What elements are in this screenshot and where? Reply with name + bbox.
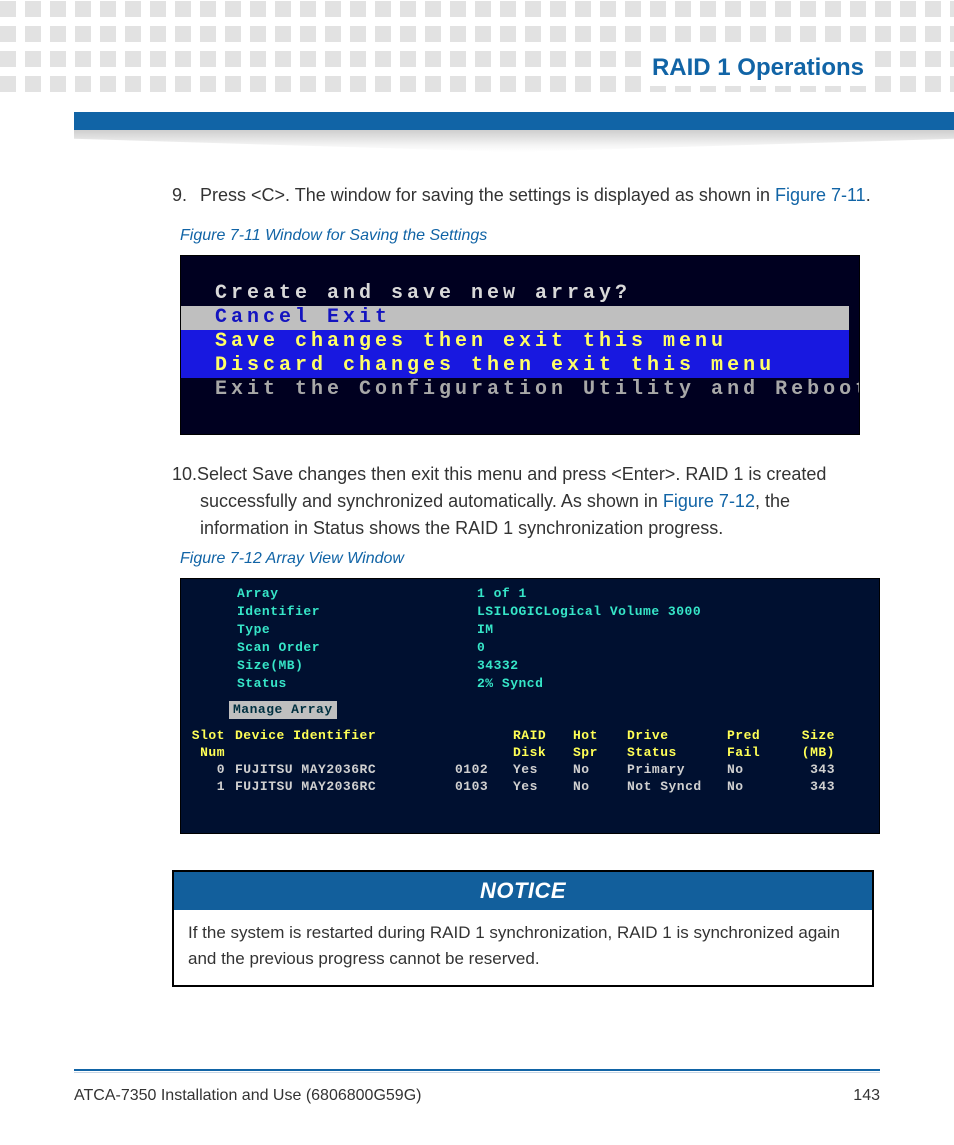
step-9: 9. Press <C>. The window for saving the … [172,182,874,209]
kv-array: Array1 of 1 [181,585,879,603]
kv-size-v: 34332 [477,657,519,675]
disk-table-header-2: Num DiskSprStatusFail(MB) [181,744,879,761]
kv-array-v: 1 of 1 [477,585,527,603]
kv-id-k: Identifier [237,603,477,621]
notice-title: NOTICE [174,872,872,910]
figure-7-12-link[interactable]: Figure 7-12 [663,491,755,511]
kv-status: Status 2% Syncd [181,675,879,693]
header-shadow [74,130,954,152]
kv-status-v: 2% Syncd [477,675,543,693]
notice-body: If the system is restarted during RAID 1… [174,910,872,985]
footer-doc-title: ATCA-7350 Installation and Use (6806800G… [74,1087,421,1105]
r0-raid: Yes [513,761,573,778]
hdr2-stat: Status [627,744,727,761]
hdr2-size: (MB) [781,744,835,761]
hdr2-pred: Fail [727,744,781,761]
figure-7-12-caption: Figure 7-12 Array View Window [180,550,874,568]
notice-box: NOTICE If the system is restarted during… [172,870,874,987]
kv-id-v: LSILOGICLogical Volume 3000 [477,603,701,621]
hdr2-slot: Num [191,744,235,761]
step-9-post: . [866,185,871,205]
r1-stat: Not Syncd [627,778,727,795]
step-10-num: 10. [172,461,197,488]
kv-type: TypeIM [181,621,879,639]
r1-raid: Yes [513,778,573,795]
step-10-line2b: , the [755,491,790,511]
kv-scan-v: 0 [477,639,485,657]
disk-row-1: 1FUJITSU MAY2036RC0103YesNoNot SyncdNo34… [181,778,879,795]
step-9-text: Press <C>. The window for saving the set… [200,182,871,209]
step-10: 10.Select Save changes then exit this me… [172,461,874,542]
hdr-spr: Hot [573,727,627,744]
r0-dev: FUJITSU MAY2036RC [235,761,455,778]
r0-size: 343 [781,761,835,778]
hdr-dev: Device Identifier [235,727,455,744]
r1-spr: No [573,778,627,795]
kv-scan-k: Scan Order [237,639,477,657]
disk-row-0: 0FUJITSU MAY2036RC0102YesNoPrimaryNo343 [181,761,879,778]
kv-type-k: Type [237,621,477,639]
r1-dev: FUJITSU MAY2036RC [235,778,455,795]
step-10-line2a: successfully and synchronized automatica… [200,491,663,511]
hdr2-spr: Spr [573,744,627,761]
r1-pred: No [727,778,781,795]
term1-opt-discard[interactable]: Discard changes then exit this menu [181,354,849,378]
figure-7-11-caption: Figure 7-11 Window for Saving the Settin… [180,227,874,245]
r0-slot: 0 [191,761,235,778]
header-rule [74,112,954,130]
kv-status-k: Status [237,675,477,693]
kv-size-k: Size(MB) [237,657,477,675]
r1-size: 343 [781,778,835,795]
r1-slot: 1 [191,778,235,795]
footer-rule [74,1069,880,1073]
step-9-pre: Press <C>. The window for saving the set… [200,185,775,205]
r1-id: 0103 [455,778,513,795]
term1-opt-save[interactable]: Save changes then exit this menu [181,330,849,354]
hdr-pred: Pred [727,727,781,744]
hdr-raid: RAID [513,727,573,744]
disk-table-header-1: SlotDevice Identifier RAIDHotDrivePredSiz… [181,727,879,744]
hdr-slot: Slot [191,727,235,744]
kv-type-v: IM [477,621,494,639]
kv-array-k: Array [237,585,477,603]
footer: ATCA-7350 Installation and Use (6806800G… [74,1087,880,1105]
r0-pred: No [727,761,781,778]
page-header-title: RAID 1 Operations [652,54,864,81]
step-9-num: 9. [172,182,200,209]
hdr2-raid: Disk [513,744,573,761]
document-page: RAID 1 Operations 9. Press <C>. The wind… [0,0,954,1145]
kv-scan: Scan Order0 [181,639,879,657]
step-10-line3: information in Status shows the RAID 1 s… [200,518,723,538]
array-view-terminal: Array1 of 1 IdentifierLSILOGICLogical Vo… [180,578,880,834]
step-10-line1: Select Save changes then exit this menu … [197,464,826,484]
hdr-stat: Drive [627,727,727,744]
content: 9. Press <C>. The window for saving the … [172,182,874,987]
term1-opt-cancel[interactable]: Cancel Exit [181,306,849,330]
r0-spr: No [573,761,627,778]
footer-page-number: 143 [853,1087,880,1105]
term1-question: Create and save new array? [181,282,859,306]
save-settings-terminal: Create and save new array? Cancel Exit S… [180,255,860,435]
kv-identifier: IdentifierLSILOGICLogical Volume 3000 [181,603,879,621]
header-title-wrap: RAID 1 Operations [642,50,874,86]
figure-7-11-link[interactable]: Figure 7-11 [775,185,866,205]
kv-size: Size(MB)34332 [181,657,879,675]
term1-opt-exit-reboot[interactable]: Exit the Configuration Utility and Reboo… [181,378,859,402]
manage-array-button[interactable]: Manage Array [229,701,337,719]
hdr-size: Size [781,727,835,744]
r0-stat: Primary [627,761,727,778]
r0-id: 0102 [455,761,513,778]
